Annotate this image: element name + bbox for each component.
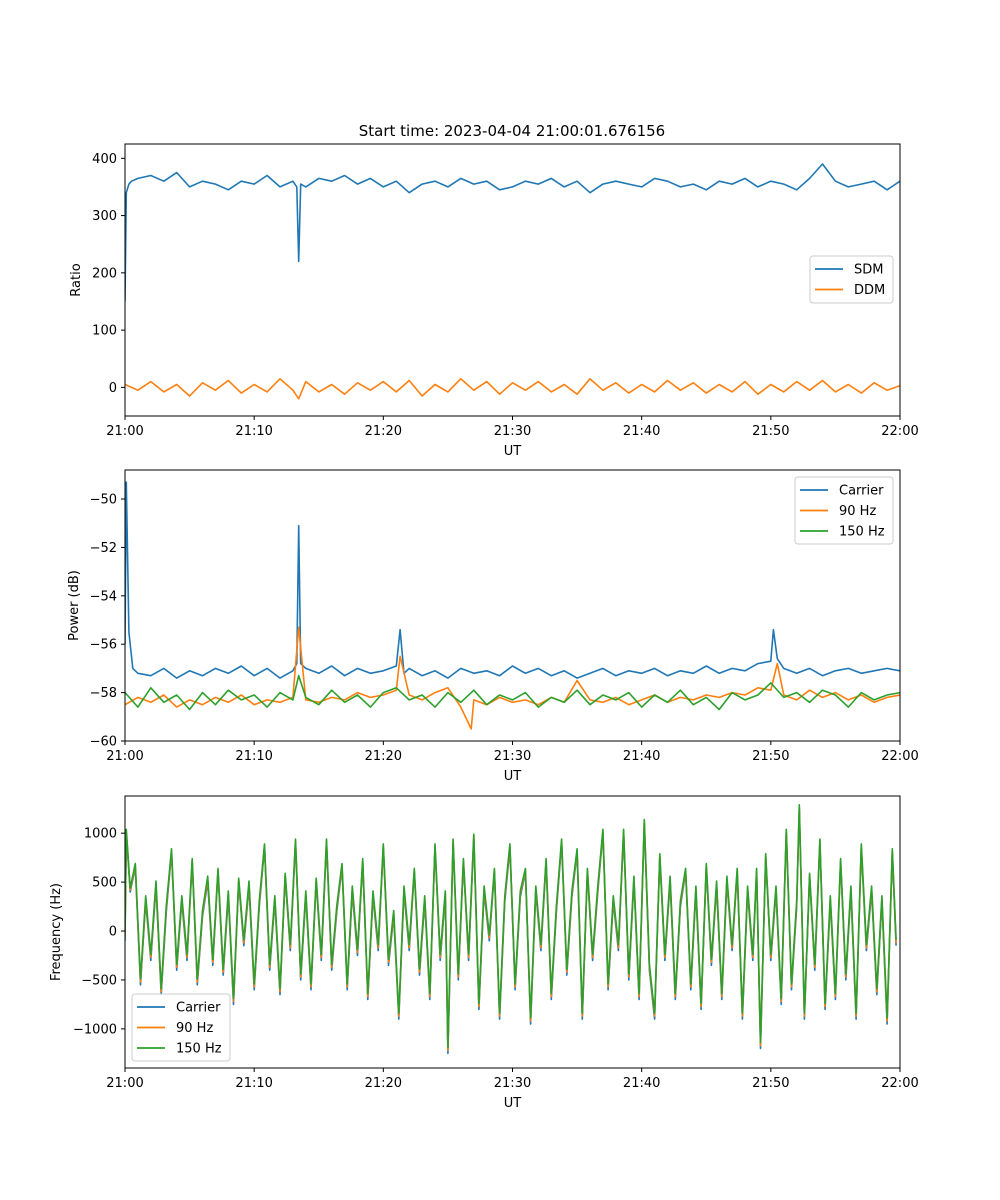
legend-label-sdm: SDM (854, 263, 883, 278)
y-tick-label: −54 (90, 589, 117, 604)
x-tick-label: 21:40 (623, 424, 660, 439)
subplot-2: 21:00 21:10 21:20 21:30 21:40 21:50 22:00 −60 −5… (67, 469, 919, 784)
x-tick-label: 21:10 (235, 749, 272, 764)
y-tick-label: −52 (90, 541, 117, 556)
y-tick-label: −50 (90, 493, 117, 508)
series-line-90-hz (125, 626, 900, 730)
x-tick-label: 21:40 (623, 749, 660, 764)
x-tick-label: 21:50 (752, 749, 789, 764)
legend: SDM DDM (809, 255, 894, 304)
legend-box (131, 993, 231, 1062)
x-tick-label: 21:50 (752, 424, 789, 439)
x-axis-label: UT (504, 444, 522, 459)
x-axis-label: UT (504, 1096, 522, 1111)
legend-label-ddm: DDM (854, 283, 885, 298)
series-line-carrier (125, 481, 900, 679)
y-axis-label: Ratio (69, 263, 84, 296)
x-tick-label: 21:30 (494, 424, 531, 439)
legend-box (809, 255, 894, 304)
legend-label-150-hz: 150 Hz (176, 1042, 222, 1057)
series-line-ddm (125, 377, 900, 400)
y-tick-label: −58 (90, 686, 117, 701)
x-tick-label: 21:40 (623, 1076, 660, 1091)
series-line-150-hz (125, 674, 900, 711)
x-tick-label: 21:10 (235, 424, 272, 439)
legend: Carrier 90 Hz 150 Hz (131, 993, 231, 1062)
legend-label-90-hz: 90 Hz (176, 1021, 213, 1036)
legend-label-carrier: Carrier (176, 1001, 221, 1016)
series-line-sdm (125, 163, 900, 302)
subplot-1: 21:00 21:10 21:20 21:30 21:40 21:50 22:00 0 100 2… (69, 143, 919, 459)
y-axis-label: Frequency (Hz) (49, 883, 64, 981)
x-tick-label: 21:20 (365, 749, 402, 764)
y-tick-label: 0 (109, 381, 117, 396)
x-tick-label: 21:10 (235, 1076, 272, 1091)
series-line-150-hz (125, 803, 897, 1049)
x-tick-label: 22:00 (881, 749, 918, 764)
y-axis-label: Power (dB) (67, 570, 82, 641)
legend-box (794, 476, 894, 545)
subplots-container: 21:00 21:10 21:20 21:30 21:40 21:50 22:00 0 100 2… (49, 143, 919, 1111)
y-tick-label: −56 (90, 638, 117, 653)
x-tick-label: 21:00 (106, 749, 143, 764)
x-tick-label: 21:50 (752, 1076, 789, 1091)
y-tick-label: 500 (92, 876, 117, 891)
y-tick-label: −1000 (73, 1022, 117, 1037)
x-tick-label: 21:20 (365, 424, 402, 439)
y-tick-label: −500 (81, 973, 117, 988)
x-tick-label: 21:00 (106, 1076, 143, 1091)
x-tick-label: 22:00 (881, 424, 918, 439)
y-tick-label: 100 (92, 324, 117, 339)
legend-label-carrier: Carrier (839, 484, 884, 499)
legend: Carrier 90 Hz 150 Hz (794, 476, 894, 545)
x-tick-label: 21:30 (494, 1076, 531, 1091)
y-tick-label: 200 (92, 266, 117, 281)
y-tick-label: 1000 (84, 827, 117, 842)
x-tick-label: 21:30 (494, 749, 531, 764)
x-tick-label: 21:00 (106, 424, 143, 439)
legend-label-90-hz: 90 Hz (839, 504, 876, 519)
legend-label-150-hz: 150 Hz (839, 525, 885, 540)
x-tick-label: 22:00 (881, 1076, 918, 1091)
y-tick-label: 300 (92, 209, 117, 224)
y-tick-label: 400 (92, 152, 117, 167)
subplot-3: 21:00 21:10 21:20 21:30 21:40 21:50 22:00 −1000… (49, 795, 919, 1111)
x-axis-label: UT (504, 769, 522, 784)
x-tick-label: 21:20 (365, 1076, 402, 1091)
figure-title: Start time: 2023-04-04 21:00:01.676156 (359, 122, 665, 140)
y-tick-label: −60 (90, 735, 117, 750)
y-tick-label: 0 (109, 925, 117, 940)
